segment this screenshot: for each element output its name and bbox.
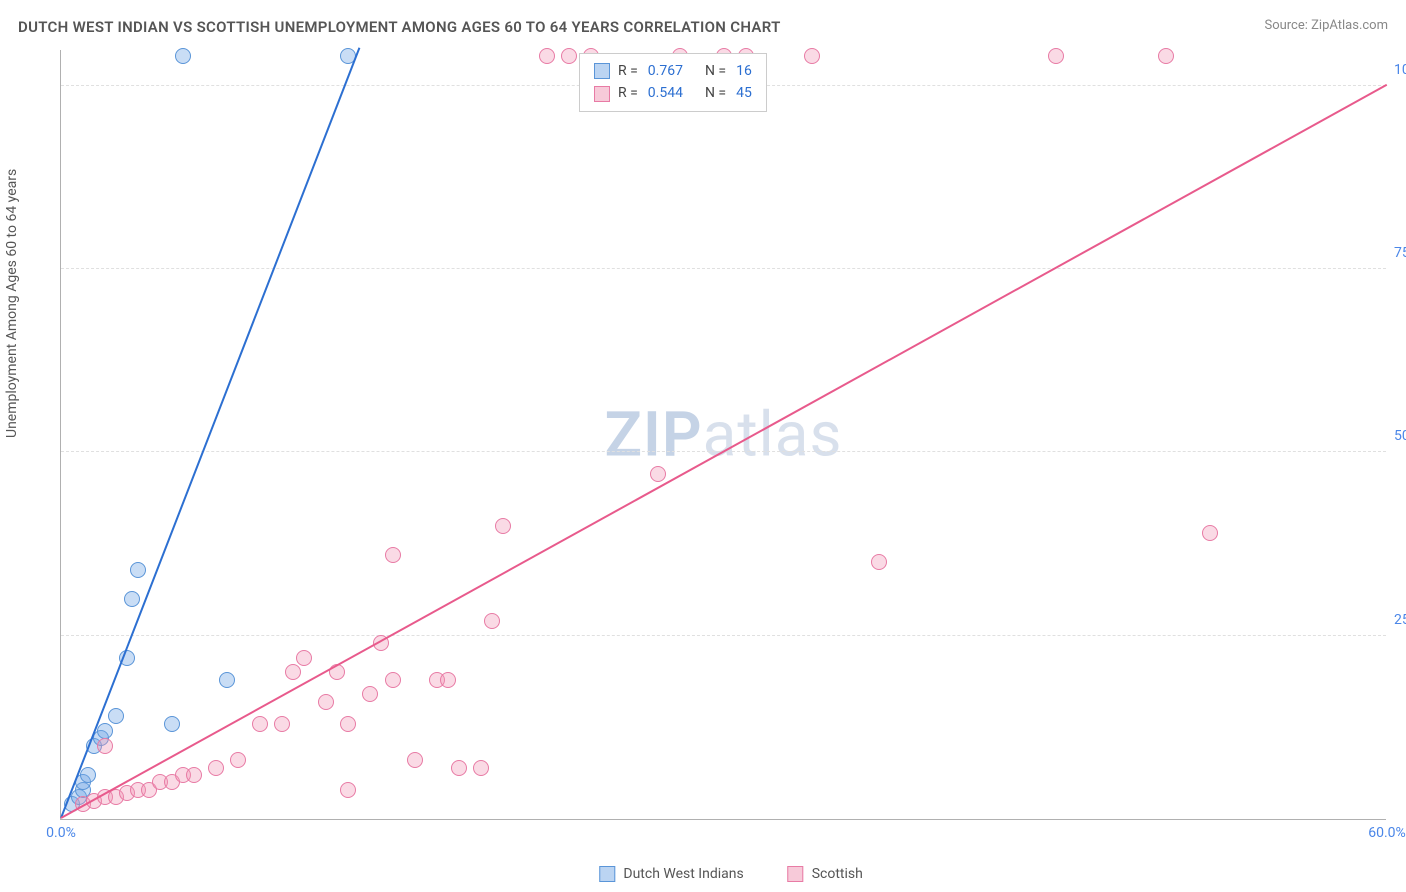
scatter-point — [362, 686, 378, 702]
gridline — [61, 268, 1386, 269]
scatter-point — [440, 672, 456, 688]
scatter-point — [97, 738, 113, 754]
scatter-point — [1202, 525, 1218, 541]
legend-row: R =0.544N =45 — [594, 82, 752, 104]
scatter-point — [219, 672, 235, 688]
x-tick-label: 60.0% — [1368, 825, 1406, 841]
scatter-point — [539, 48, 555, 64]
trendline — [60, 48, 360, 819]
chart-area: ZIPatlas 25.0%50.0%75.0%100.0%0.0%60.0%R… — [60, 50, 1386, 820]
scatter-point — [495, 518, 511, 534]
scatter-point — [80, 767, 96, 783]
scatter-point — [1158, 48, 1174, 64]
legend-label: Dutch West Indians — [623, 866, 743, 882]
scatter-point — [561, 48, 577, 64]
y-tick-label: 25.0% — [1394, 612, 1406, 628]
scatter-point — [407, 752, 423, 768]
scatter-point — [484, 613, 500, 629]
scatter-point — [124, 591, 140, 607]
scatter-point — [130, 562, 146, 578]
scatter-point — [473, 760, 489, 776]
scatter-point — [285, 664, 301, 680]
legend-label: Scottish — [812, 866, 863, 882]
scatter-point — [385, 547, 401, 563]
scatter-point — [804, 48, 820, 64]
legend-row: R =0.767N =16 — [594, 60, 752, 82]
scatter-point — [164, 716, 180, 732]
legend-item: Scottish — [788, 866, 863, 882]
y-tick-label: 100.0% — [1394, 62, 1406, 78]
scatter-point — [318, 694, 334, 710]
scatter-point — [208, 760, 224, 776]
scatter-point — [252, 716, 268, 732]
legend-item: Dutch West Indians — [599, 866, 743, 882]
legend-swatch — [599, 866, 615, 882]
gridline — [61, 635, 1386, 636]
y-axis-label: Unemployment Among Ages 60 to 64 years — [4, 169, 20, 438]
source-attribution: Source: ZipAtlas.com — [1264, 18, 1388, 33]
y-tick-label: 50.0% — [1394, 428, 1406, 444]
plot-area: ZIPatlas 25.0%50.0%75.0%100.0%0.0%60.0%R… — [60, 50, 1386, 820]
y-tick-label: 75.0% — [1394, 245, 1406, 261]
scatter-point — [385, 672, 401, 688]
scatter-point — [871, 554, 887, 570]
scatter-point — [1048, 48, 1064, 64]
correlation-legend: R =0.767N =16R =0.544N =45 — [579, 53, 767, 112]
legend-swatch — [594, 86, 610, 102]
scatter-point — [650, 466, 666, 482]
legend-swatch — [788, 866, 804, 882]
scatter-point — [340, 782, 356, 798]
scatter-point — [175, 48, 191, 64]
x-tick-label: 0.0% — [46, 825, 76, 841]
scatter-point — [97, 723, 113, 739]
legend-bottom: Dutch West Indians Scottish — [599, 866, 862, 882]
scatter-point — [296, 650, 312, 666]
scatter-point — [186, 767, 202, 783]
scatter-point — [274, 716, 290, 732]
legend-swatch — [594, 63, 610, 79]
scatter-point — [451, 760, 467, 776]
watermark: ZIPatlas — [605, 398, 843, 471]
scatter-point — [108, 708, 124, 724]
scatter-point — [340, 716, 356, 732]
scatter-point — [230, 752, 246, 768]
chart-title: DUTCH WEST INDIAN VS SCOTTISH UNEMPLOYME… — [18, 18, 781, 36]
